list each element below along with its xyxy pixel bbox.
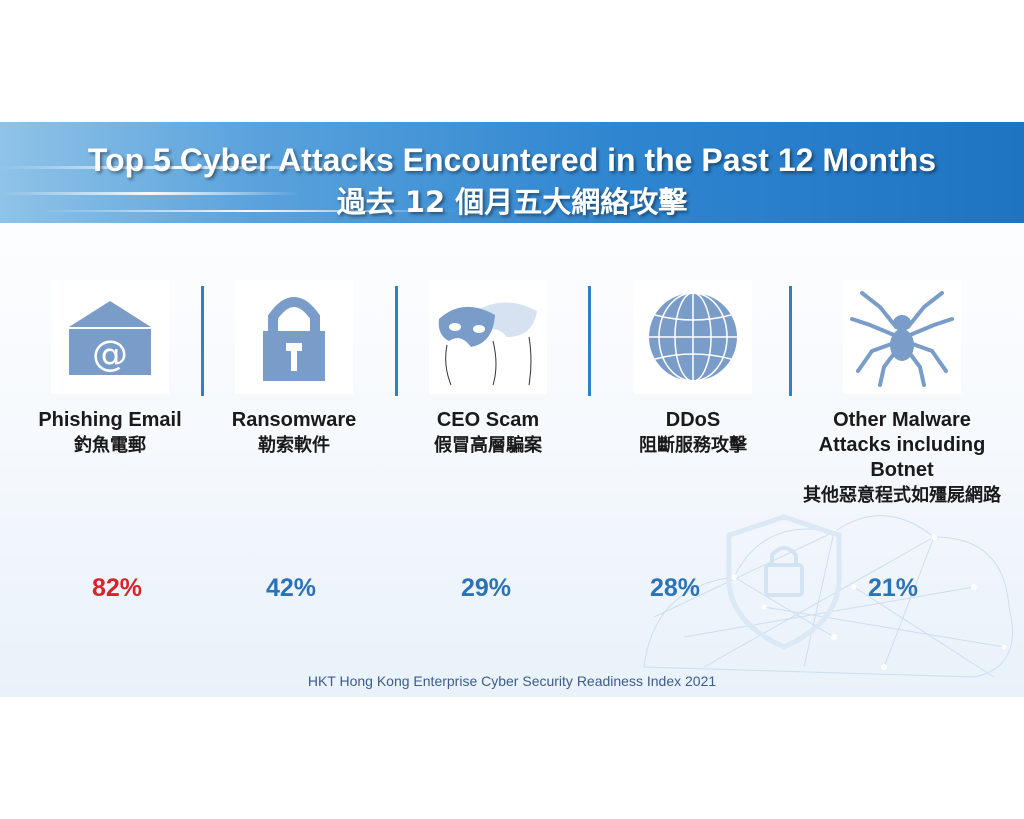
attack-label-en: CEO Scam xyxy=(436,409,540,431)
cloud-shield-background xyxy=(643,514,1013,678)
attack-label-en: Phishing Email xyxy=(38,409,182,431)
attack-label-en: Other Malware Attacks including Botnet xyxy=(818,409,986,481)
icon-card xyxy=(843,280,961,394)
attack-percent-other-malware: 21% xyxy=(867,574,919,602)
infographic-slide: Top 5 Cyber Attacks Encountered in the P… xyxy=(0,122,1024,697)
column-divider xyxy=(201,286,204,396)
attack-label-en: DDoS xyxy=(665,409,721,431)
attack-label-zh: 其他惡意程式如殭屍網路 xyxy=(803,485,1001,506)
attack-item-ddos: DDoS 阻斷服務攻擊 xyxy=(598,280,788,459)
attack-label-zh: 阻斷服務攻擊 xyxy=(639,435,747,456)
source-caption: HKT Hong Kong Enterprise Cyber Security … xyxy=(307,673,717,689)
attack-percent-ddos: 28% xyxy=(649,574,701,602)
title-chinese: 過去 12 個月五大網絡攻擊 xyxy=(336,185,688,219)
icon-card xyxy=(235,280,353,394)
icon-card xyxy=(634,280,752,394)
title-english: Top 5 Cyber Attacks Encountered in the P… xyxy=(87,142,937,178)
attack-percent-phishing: 82% xyxy=(91,574,143,602)
column-divider xyxy=(789,286,792,396)
attack-percent-ransomware: 42% xyxy=(265,574,317,602)
column-divider xyxy=(588,286,591,396)
attack-item-other-malware: Other Malware Attacks including Botnet 其… xyxy=(800,280,1004,509)
attack-item-phishing: @ Phishing Email 釣魚電郵 xyxy=(15,280,205,459)
title-banner: Top 5 Cyber Attacks Encountered in the P… xyxy=(0,122,1024,223)
attack-label-zh: 假冒高層騙案 xyxy=(434,435,542,456)
attack-label-en: Ransomware xyxy=(231,409,357,431)
light-streak xyxy=(0,166,360,169)
spider-icon xyxy=(850,291,954,387)
icon-card: @ xyxy=(51,280,169,394)
light-streak xyxy=(40,210,460,212)
light-streak xyxy=(0,192,300,195)
attack-label-zh: 勒索軟件 xyxy=(258,435,330,456)
mask-icon xyxy=(438,302,537,386)
attack-label-zh: 釣魚電郵 xyxy=(74,435,146,456)
icon-card xyxy=(429,280,547,394)
column-divider xyxy=(395,286,398,396)
attack-item-ceo-scam: CEO Scam 假冒高層騙案 xyxy=(393,280,583,459)
globe-icon xyxy=(649,292,737,382)
padlock-icon xyxy=(263,297,325,381)
attack-item-ransomware: Ransomware 勒索軟件 xyxy=(199,280,389,459)
attack-percent-ceo-scam: 29% xyxy=(460,574,512,602)
envelope-at-icon: @ xyxy=(69,301,151,375)
svg-text:@: @ xyxy=(92,334,128,375)
